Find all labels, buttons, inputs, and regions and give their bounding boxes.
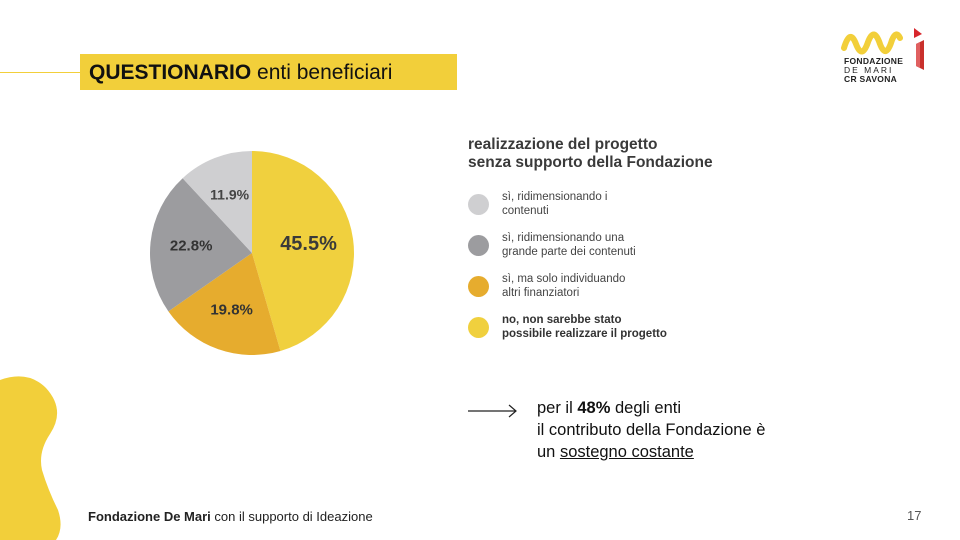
legend-swatch xyxy=(468,276,489,297)
legend-label-line: altri finanziatori xyxy=(502,287,580,299)
pie-slice xyxy=(252,151,354,351)
note-line3-prefix: un xyxy=(537,443,560,461)
legend-swatch xyxy=(468,317,489,338)
note-line-1: per il 48% degli enti xyxy=(537,397,765,419)
legend-label: sì, ma solo individuando altri finanziat… xyxy=(502,272,732,300)
footer-bold: Fondazione De Mari xyxy=(88,509,211,524)
legend-label-line: contenuti xyxy=(502,205,549,217)
decorative-blob-shape xyxy=(0,376,61,540)
page-number: 17 xyxy=(907,508,922,523)
pie-slice xyxy=(168,253,281,355)
pie-slice-label: 11.9% xyxy=(210,187,249,203)
note-line-3: un sostegno costante xyxy=(537,441,765,463)
logo-line-3: CR SAVONA xyxy=(844,74,898,84)
legend-label-line: sì, ridimensionando una xyxy=(502,232,625,244)
legend-label: sì, ridimensionando una grande parte dei… xyxy=(502,231,732,259)
key-finding-note: per il 48% degli enti il contributo dell… xyxy=(537,397,765,463)
legend-label-line: grande parte dei contenuti xyxy=(502,246,636,258)
logo-text: FONDAZIONE DE MARI CR SAVONA xyxy=(844,57,903,84)
pie-slice xyxy=(150,178,252,312)
legend-item: sì, ma solo individuando altri finanziat… xyxy=(468,272,728,313)
note-prefix: per il xyxy=(537,399,578,417)
title-rest: enti beneficiari xyxy=(257,61,393,84)
title-bold: QUESTIONARIO xyxy=(89,61,252,84)
footer-credits: Fondazione De Mari con il supporto di Id… xyxy=(88,509,373,524)
legend-label-line: sì, ma solo individuando xyxy=(502,273,626,285)
pie-chart: 45.5% 19.8% 22.8% 11.9% xyxy=(150,151,354,355)
legend-item: sì, ridimensionando i contenuti xyxy=(468,190,728,231)
pie-slice-label: 45.5% xyxy=(280,233,337,255)
note-percentage: 48% xyxy=(577,399,611,417)
note-middle: degli enti xyxy=(610,399,682,417)
chart-legend: sì, ridimensionando i contenuti sì, ridi… xyxy=(468,190,728,354)
chart-title-line-2: senza supporto della Fondazione xyxy=(468,154,713,171)
note-line-2: il contributo della Fondazione è xyxy=(537,421,766,439)
fondazione-logo-icon xyxy=(841,28,924,70)
logo-line-1: FONDAZIONE xyxy=(844,56,904,66)
page-title: QUESTIONARIO enti beneficiari xyxy=(80,54,457,90)
logo-line-2: DE MARI xyxy=(844,65,894,75)
legend-label-line: no, non sarebbe stato xyxy=(502,314,622,326)
pie-slice-label: 19.8% xyxy=(210,302,253,319)
legend-item: no, non sarebbe stato possibile realizza… xyxy=(468,313,728,354)
title-accent-line xyxy=(0,72,90,73)
footer-rest: con il supporto di Ideazione xyxy=(210,509,373,524)
chart-title: realizzazione del progetto senza support… xyxy=(468,136,713,172)
pie-slice xyxy=(182,151,252,253)
note-underlined: sostegno costante xyxy=(559,443,694,461)
arrow-right-icon xyxy=(468,404,517,418)
legend-label: no, non sarebbe stato possibile realizza… xyxy=(502,313,732,341)
legend-item: sì, ridimensionando una grande parte dei… xyxy=(468,231,728,272)
legend-label-line: possibile realizzare il progetto xyxy=(502,328,667,340)
legend-swatch xyxy=(468,194,489,215)
legend-label: sì, ridimensionando i contenuti xyxy=(502,190,732,218)
pie-slice-label: 22.8% xyxy=(170,237,213,254)
legend-label-line: sì, ridimensionando i xyxy=(502,191,608,203)
chart-title-line-1: realizzazione del progetto xyxy=(468,136,658,153)
legend-swatch xyxy=(468,235,489,256)
